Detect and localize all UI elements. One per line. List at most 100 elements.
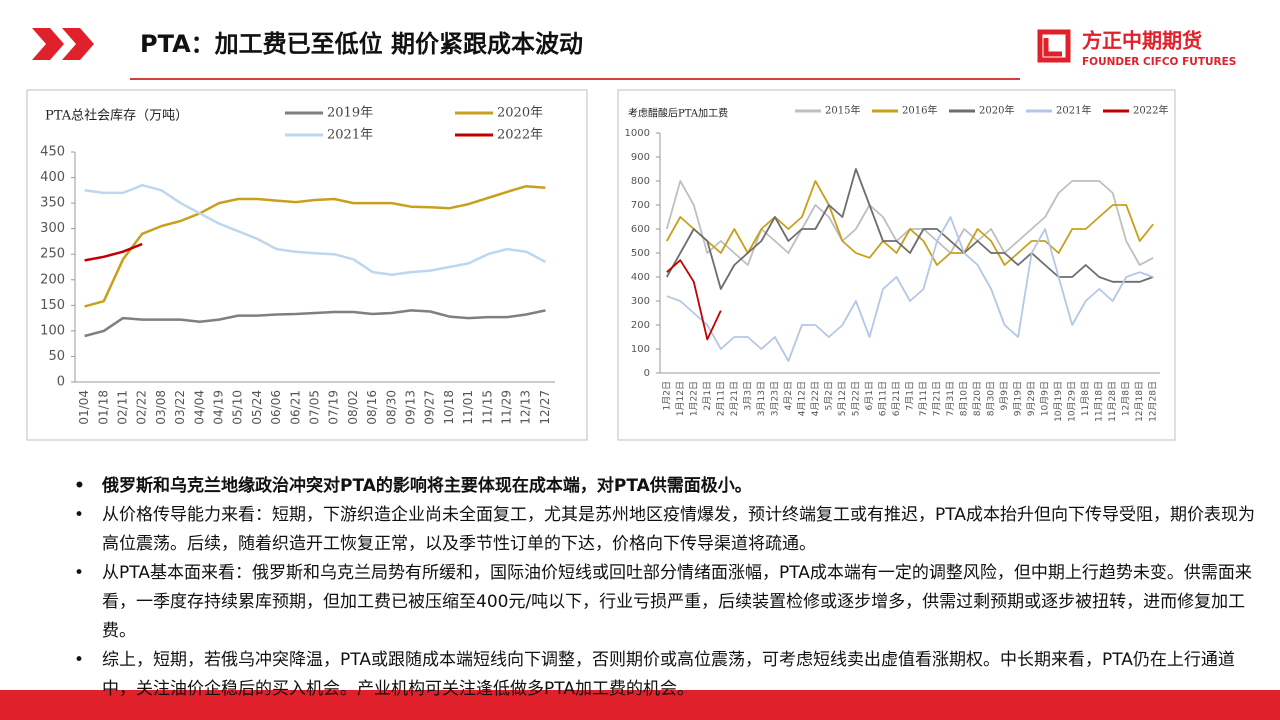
x-tick-label: 07/05 — [308, 390, 322, 425]
y-tick-label: 300 — [40, 221, 65, 236]
chevron — [62, 28, 94, 60]
y-tick-label: 400 — [631, 272, 650, 283]
legend-label: 2021年 — [327, 128, 373, 143]
bullet: 从PTA基本面来看：俄罗斯和乌克兰局势有所缓和，国际油价短线或回吐部分情绪面涨幅… — [70, 559, 1260, 646]
x-tick-label: 8月10日 — [959, 381, 970, 416]
x-tick-label: 1月22日 — [688, 381, 699, 416]
legend-label: 2022年 — [1133, 104, 1168, 117]
x-tick-label: 4月22日 — [810, 381, 821, 416]
chart-title: PTA总社会库存（万吨） — [45, 108, 188, 124]
bullet-list: 俄罗斯和乌克兰地缘政治冲突对PTA的影响将主要体现在成本端，对PTA供需面极小。… — [30, 472, 1260, 704]
slide-title: PTA：加工费已至低位 期价紧跟成本波动 — [140, 30, 583, 58]
legend-label: 2020年 — [497, 106, 543, 121]
chevron — [32, 28, 64, 60]
x-tick-label: 03/22 — [173, 390, 187, 425]
x-tick-label: 12月28日 — [1148, 381, 1159, 422]
legend-label: 2020年 — [979, 104, 1014, 117]
x-tick-label: 11/01 — [461, 390, 475, 425]
legend-label: 2022年 — [497, 128, 543, 143]
legend-label: 2016年 — [902, 104, 937, 117]
chart-frame — [617, 89, 1176, 441]
x-tick-label: 7月31日 — [945, 381, 956, 416]
y-tick-label: 250 — [40, 247, 65, 262]
y-tick-label: 450 — [40, 145, 65, 160]
bullet: 综上，短期，若俄乌冲突降温，PTA或跟随成本端短线向下调整，否则期价或高位震荡，… — [70, 646, 1260, 704]
y-tick-label: 100 — [631, 344, 650, 355]
x-tick-label: 06/06 — [269, 390, 283, 425]
x-tick-label: 7月11日 — [918, 381, 929, 416]
x-tick-label: 09/13 — [404, 390, 418, 425]
x-tick-label: 5月2日 — [823, 381, 834, 410]
x-tick-label: 3月13日 — [756, 381, 767, 416]
x-tick-label: 11月28日 — [1107, 381, 1118, 422]
logo-en: FOUNDER CIFCO FUTURES — [1082, 56, 1236, 68]
y-tick-label: 150 — [40, 298, 65, 313]
x-tick-label: 08/02 — [346, 390, 360, 425]
x-tick-label: 6月1日 — [864, 381, 875, 410]
series-line — [84, 184, 546, 308]
x-tick-label: 5月12日 — [837, 381, 848, 416]
x-tick-label: 7月1日 — [905, 381, 916, 410]
x-tick-label: 05/10 — [231, 390, 245, 425]
x-tick-label: 12月8日 — [1121, 381, 1132, 416]
x-tick-label: 8月20日 — [972, 381, 983, 416]
x-tick-label: 11/15 — [480, 390, 494, 425]
x-tick-label: 01/18 — [96, 390, 110, 425]
x-tick-label: 02/22 — [135, 390, 149, 425]
x-tick-label: 01/04 — [77, 390, 91, 425]
y-tick-label: 200 — [40, 272, 65, 287]
x-tick-label: 10月19日 — [1053, 381, 1064, 422]
x-tick-label: 6月11日 — [877, 381, 888, 416]
x-tick-label: 03/08 — [154, 390, 168, 425]
x-tick-label: 8月30日 — [986, 381, 997, 416]
series-line — [84, 309, 546, 338]
y-tick-label: 100 — [40, 323, 65, 338]
x-tick-label: 9月29日 — [1026, 381, 1037, 416]
chart-title: 考虑醋酸后PTA加工费 — [628, 107, 728, 120]
x-tick-label: 12月18日 — [1134, 381, 1145, 422]
x-tick-label: 2月1日 — [702, 381, 713, 410]
y-tick-label: 300 — [631, 296, 650, 307]
x-tick-label: 1月2日 — [661, 381, 672, 410]
logo-icon — [1037, 29, 1071, 63]
y-tick-label: 350 — [40, 196, 65, 211]
x-tick-label: 12/13 — [519, 390, 533, 425]
x-tick-label: 10月9日 — [1040, 381, 1051, 416]
y-tick-label: 800 — [631, 176, 650, 187]
x-tick-label: 11/29 — [500, 390, 514, 425]
series-line — [84, 183, 546, 276]
x-tick-label: 3月23日 — [769, 381, 780, 416]
y-tick-label: 600 — [631, 224, 650, 235]
x-tick-label: 9月19日 — [1013, 381, 1024, 416]
y-tick-label: 0 — [57, 375, 65, 390]
x-tick-label: 4月2日 — [783, 381, 794, 410]
x-tick-label: 9月9日 — [999, 381, 1010, 410]
x-tick-label: 02/11 — [116, 390, 130, 425]
series-line — [666, 216, 1154, 362]
logo-cn: 方正中期期货 — [1082, 29, 1202, 53]
x-tick-label: 12/27 — [538, 390, 552, 425]
y-tick-label: 50 — [48, 349, 65, 364]
x-tick-label: 11月18日 — [1094, 381, 1105, 422]
x-tick-label: 2月21日 — [729, 381, 740, 416]
x-tick-label: 08/16 — [365, 390, 379, 425]
y-tick-label: 500 — [631, 248, 650, 259]
x-tick-label: 1月12日 — [675, 381, 686, 416]
bullet: 俄罗斯和乌克兰地缘政治冲突对PTA的影响将主要体现在成本端，对PTA供需面极小。 — [70, 472, 1260, 501]
x-tick-label: 2月11日 — [715, 381, 726, 416]
y-tick-label: 0 — [644, 368, 650, 379]
y-tick-label: 700 — [631, 200, 650, 211]
legend-label: 2019年 — [327, 106, 373, 121]
y-tick-label: 1000 — [625, 128, 650, 139]
x-tick-label: 11月8日 — [1080, 381, 1091, 416]
y-tick-label: 200 — [631, 320, 650, 331]
x-tick-label: 4月12日 — [796, 381, 807, 416]
x-tick-label: 07/19 — [327, 390, 341, 425]
x-tick-label: 3月3日 — [742, 381, 753, 410]
x-tick-label: 09/27 — [423, 390, 437, 425]
x-tick-label: 6月21日 — [891, 381, 902, 416]
chart-frame — [26, 89, 588, 441]
bullet: 从价格传导能力来看：短期，下游织造企业尚未全面复工，尤其是苏州地区疫情爆发，预计… — [70, 501, 1260, 559]
